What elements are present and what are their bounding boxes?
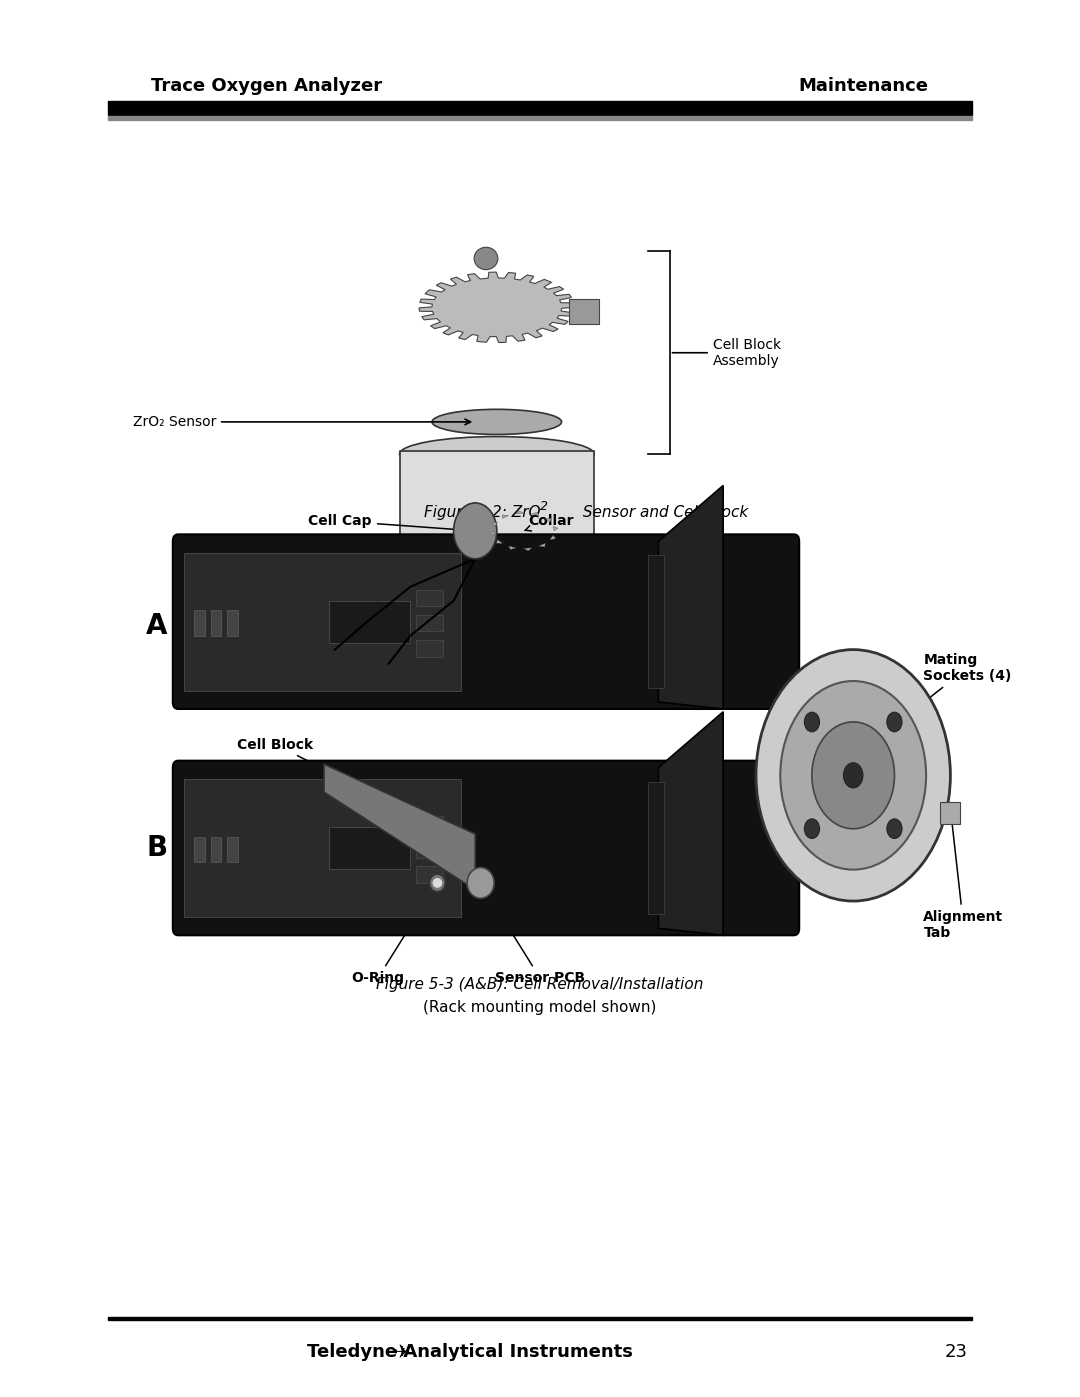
Ellipse shape: [887, 819, 902, 838]
Bar: [569, 299, 599, 324]
Bar: [108, 1317, 972, 1320]
Text: Cell Cap: Cell Cap: [309, 514, 471, 532]
Text: Sensor PCB: Sensor PCB: [483, 887, 585, 985]
Text: ✈: ✈: [394, 1343, 410, 1362]
Ellipse shape: [400, 556, 594, 591]
Ellipse shape: [468, 868, 495, 898]
Polygon shape: [553, 527, 558, 531]
Bar: [108, 116, 972, 120]
Bar: [648, 555, 664, 687]
Ellipse shape: [812, 722, 894, 828]
Polygon shape: [509, 546, 516, 549]
Text: 23: 23: [945, 1344, 968, 1361]
Text: A: A: [146, 612, 167, 640]
Text: Figure 5-3 (A&B): Cell Removal/Installation: Figure 5-3 (A&B): Cell Removal/Installat…: [376, 978, 704, 992]
Polygon shape: [539, 543, 545, 546]
Bar: [194, 610, 205, 636]
Bar: [194, 837, 205, 862]
Bar: [184, 552, 460, 690]
Bar: [400, 451, 594, 573]
Bar: [416, 590, 443, 606]
Bar: [211, 610, 221, 636]
Bar: [108, 101, 972, 115]
Polygon shape: [531, 513, 539, 515]
Ellipse shape: [805, 712, 820, 732]
Ellipse shape: [805, 819, 820, 838]
Ellipse shape: [400, 437, 594, 472]
Text: O-Ring: O-Ring: [351, 887, 435, 985]
Ellipse shape: [843, 763, 863, 788]
Bar: [416, 816, 443, 833]
Text: Figure 5-2: ZrO: Figure 5-2: ZrO: [423, 506, 540, 520]
Ellipse shape: [430, 875, 446, 893]
Text: Teledyne Analytical Instruments: Teledyne Analytical Instruments: [307, 1344, 633, 1361]
Text: Mating
Sockets (4): Mating Sockets (4): [891, 652, 1012, 728]
Bar: [941, 802, 960, 824]
Bar: [329, 827, 410, 869]
Bar: [416, 841, 443, 858]
Bar: [416, 640, 443, 657]
Polygon shape: [324, 764, 475, 890]
Bar: [227, 837, 238, 862]
Text: B: B: [146, 834, 167, 862]
Bar: [416, 615, 443, 631]
Polygon shape: [659, 485, 724, 710]
Text: Trace Oxygen Analyzer: Trace Oxygen Analyzer: [151, 77, 382, 95]
Polygon shape: [502, 515, 509, 518]
Ellipse shape: [454, 503, 497, 559]
Text: Alignment
Tab: Alignment Tab: [923, 817, 1003, 940]
Text: Collar: Collar: [525, 514, 573, 531]
Polygon shape: [419, 272, 575, 342]
Text: Cell Block
Assembly: Cell Block Assembly: [673, 338, 781, 367]
Text: Cell Block: Cell Block: [238, 738, 352, 784]
Polygon shape: [659, 712, 724, 936]
Bar: [416, 866, 443, 883]
Polygon shape: [524, 548, 531, 550]
Bar: [227, 610, 238, 636]
Text: ZrO₂ Sensor: ZrO₂ Sensor: [133, 415, 471, 429]
Ellipse shape: [432, 409, 562, 434]
Bar: [184, 780, 460, 918]
Bar: [329, 601, 410, 643]
Ellipse shape: [756, 650, 950, 901]
Polygon shape: [491, 522, 498, 527]
Polygon shape: [497, 539, 502, 543]
Text: Maintenance: Maintenance: [799, 77, 929, 95]
Text: 2: 2: [540, 500, 548, 513]
Polygon shape: [516, 511, 524, 514]
Ellipse shape: [474, 247, 498, 270]
Polygon shape: [545, 518, 551, 522]
Ellipse shape: [887, 712, 902, 732]
Polygon shape: [550, 535, 556, 539]
Bar: [648, 782, 664, 914]
Polygon shape: [489, 531, 495, 535]
FancyBboxPatch shape: [173, 760, 799, 936]
Text: Sensor and Cell Block: Sensor and Cell Block: [578, 506, 748, 520]
Text: (Rack mounting model shown): (Rack mounting model shown): [423, 1000, 657, 1014]
Bar: [211, 837, 221, 862]
Ellipse shape: [432, 879, 443, 888]
FancyBboxPatch shape: [173, 534, 799, 710]
Ellipse shape: [781, 682, 927, 869]
